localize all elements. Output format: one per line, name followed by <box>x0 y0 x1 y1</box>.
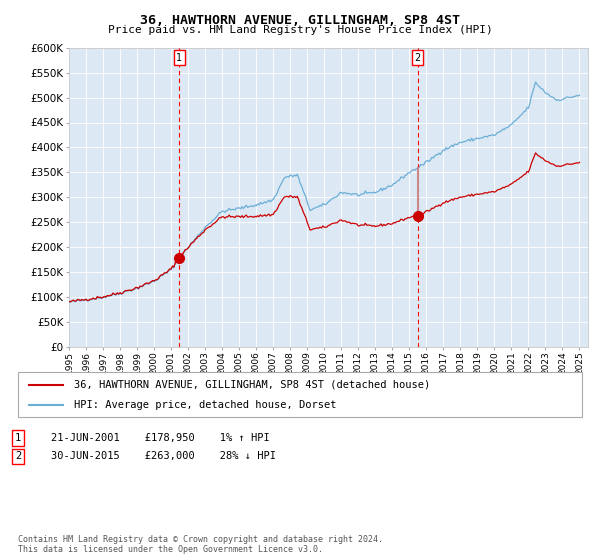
Text: HPI: Average price, detached house, Dorset: HPI: Average price, detached house, Dors… <box>74 400 337 410</box>
Text: 36, HAWTHORN AVENUE, GILLINGHAM, SP8 4ST: 36, HAWTHORN AVENUE, GILLINGHAM, SP8 4ST <box>140 14 460 27</box>
Text: 1: 1 <box>15 433 21 443</box>
Text: 21-JUN-2001    £178,950    1% ↑ HPI: 21-JUN-2001 £178,950 1% ↑ HPI <box>51 433 270 443</box>
Text: Price paid vs. HM Land Registry's House Price Index (HPI): Price paid vs. HM Land Registry's House … <box>107 25 493 35</box>
Text: 2: 2 <box>415 53 421 63</box>
Text: 1: 1 <box>176 53 182 63</box>
Text: 2: 2 <box>15 451 21 461</box>
FancyBboxPatch shape <box>18 372 582 417</box>
Text: 36, HAWTHORN AVENUE, GILLINGHAM, SP8 4ST (detached house): 36, HAWTHORN AVENUE, GILLINGHAM, SP8 4ST… <box>74 380 431 390</box>
Text: 30-JUN-2015    £263,000    28% ↓ HPI: 30-JUN-2015 £263,000 28% ↓ HPI <box>51 451 276 461</box>
Text: Contains HM Land Registry data © Crown copyright and database right 2024.
This d: Contains HM Land Registry data © Crown c… <box>18 535 383 554</box>
